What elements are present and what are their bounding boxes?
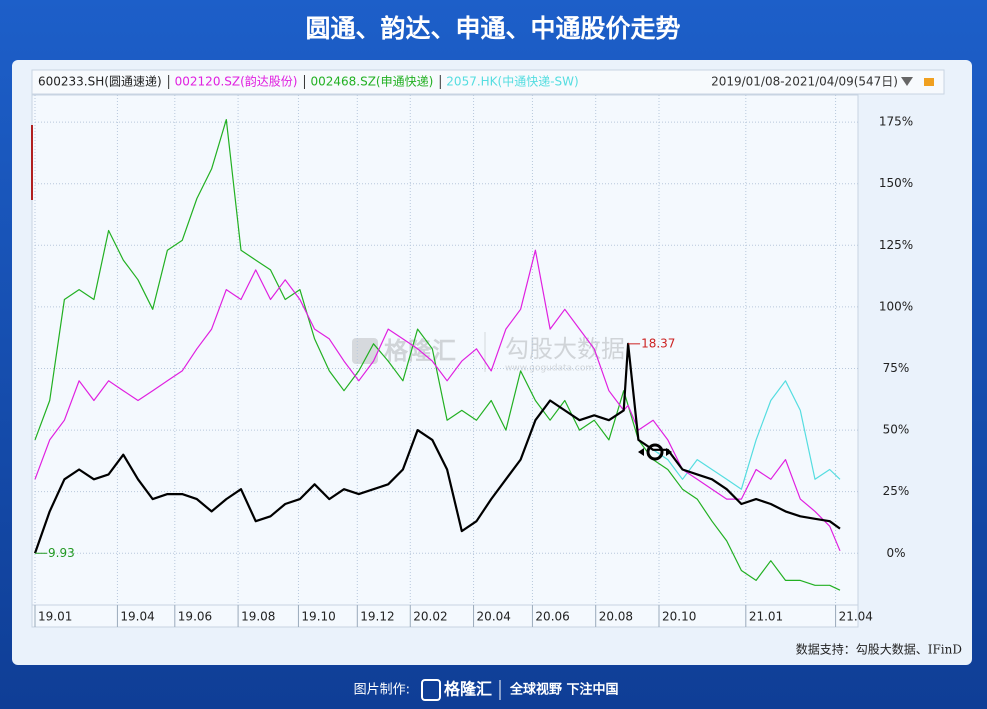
- x-tick-label: 19.04: [120, 610, 154, 624]
- chart-title: 圆通、韵达、申通、中通股价走势: [305, 14, 680, 43]
- legend-entry: 2057.HK(中通快递-SW): [446, 74, 578, 89]
- y-tick-label: 75%: [883, 361, 910, 375]
- lock-icon: [924, 78, 934, 86]
- y-tick-label: 50%: [883, 423, 910, 437]
- legend-entry: 600233.SH(圆通速递): [38, 75, 162, 89]
- source-note: 数据支持：勾股大数据、IFinD: [796, 642, 962, 657]
- y-tick-label: 125%: [879, 238, 913, 252]
- x-tick-label: 19.12: [360, 610, 394, 624]
- y-tick-label: 175%: [879, 115, 913, 129]
- x-tick-label: 20.04: [477, 610, 511, 624]
- footer-logo: [421, 679, 441, 701]
- watermark-logo: [352, 338, 378, 364]
- annotation: 9.93: [48, 546, 75, 560]
- y-tick-label: 100%: [879, 299, 913, 313]
- watermark-url: www.gogudata.com: [505, 364, 594, 374]
- footer-brand: 格隆汇: [444, 680, 492, 699]
- date-range: 2019/01/08-2021/04/09(547日): [711, 75, 898, 89]
- annotation: 18.37: [641, 336, 675, 350]
- y-tick-label: 25%: [883, 484, 910, 498]
- footer-made-by: 图片制作:: [354, 683, 410, 698]
- y-tick-label: 150%: [879, 176, 913, 190]
- x-tick-label: 21.04: [839, 610, 873, 624]
- x-tick-label: 19.08: [241, 610, 275, 624]
- series-line: [652, 380, 841, 490]
- series-line: [33, 342, 841, 554]
- y-tick-label: 0%: [886, 546, 905, 560]
- x-tick-label: 21.01: [749, 610, 783, 624]
- legend-entry: 002120.SZ(韵达股份): [175, 74, 298, 89]
- x-tick-label: 19.10: [301, 610, 335, 624]
- footer-slogan: 全球视野 下注中国: [509, 682, 619, 698]
- series-line: [34, 119, 841, 591]
- x-tick-label: 19.06: [178, 610, 212, 624]
- x-tick-label: 20.08: [599, 610, 633, 624]
- x-tick-label: 19.01: [38, 610, 72, 624]
- watermark-partner: 勾股大数据: [505, 335, 625, 363]
- cursor-ring: [646, 443, 664, 461]
- x-tick-label: 20.10: [662, 610, 696, 624]
- x-tick-label: 20.02: [413, 610, 447, 624]
- plot-area: [31, 94, 859, 606]
- x-tick-label: 20.06: [535, 610, 569, 624]
- cursor: [638, 443, 672, 461]
- header-bar: [31, 69, 945, 95]
- dropdown-icon: [901, 77, 913, 86]
- legend-entry: 002468.SZ(申通快递): [310, 75, 433, 89]
- series-line: [34, 249, 841, 552]
